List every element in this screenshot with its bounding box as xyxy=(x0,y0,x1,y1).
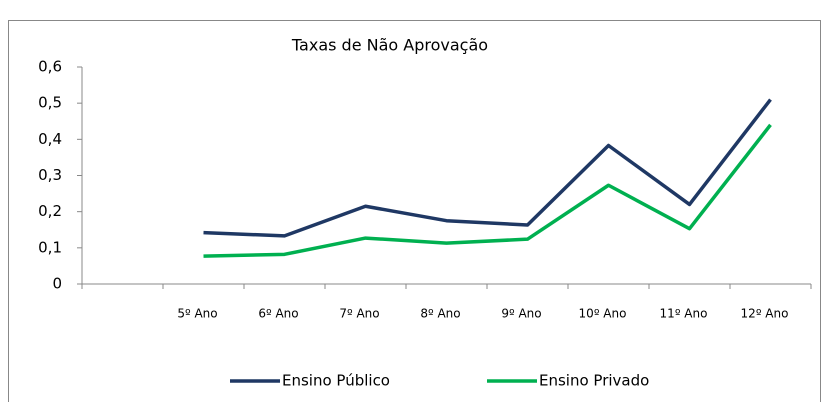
line-series xyxy=(203,123,772,258)
x-tick-label: 12º Ano xyxy=(741,307,789,321)
x-tick-label: 11º Ano xyxy=(660,307,708,321)
y-tick-label: 0,2 xyxy=(38,202,62,220)
x-tick-label: 10º Ano xyxy=(579,307,627,321)
chart-border xyxy=(8,20,821,402)
x-tick-label: 9º Ano xyxy=(501,307,541,321)
y-tick-label: 0,1 xyxy=(38,238,62,256)
y-tick-label: 0,5 xyxy=(38,94,62,112)
x-tick-label: 5º Ano xyxy=(177,307,217,321)
y-tick-label: 0 xyxy=(52,275,62,293)
line-series xyxy=(203,98,772,238)
y-tick-label: 0,4 xyxy=(38,130,62,148)
x-tick-label: 7º Ano xyxy=(339,307,379,321)
y-tick-label: 0,3 xyxy=(38,166,62,184)
x-tick-label: 8º Ano xyxy=(420,307,460,321)
x-tick-label: 6º Ano xyxy=(258,307,298,321)
legend-label: Ensino Privado xyxy=(539,372,649,390)
chart-title: Taxas de Não Aprovação xyxy=(291,36,488,55)
legend-label: Ensino Público xyxy=(282,372,390,390)
y-tick-label: 0,6 xyxy=(38,58,62,76)
